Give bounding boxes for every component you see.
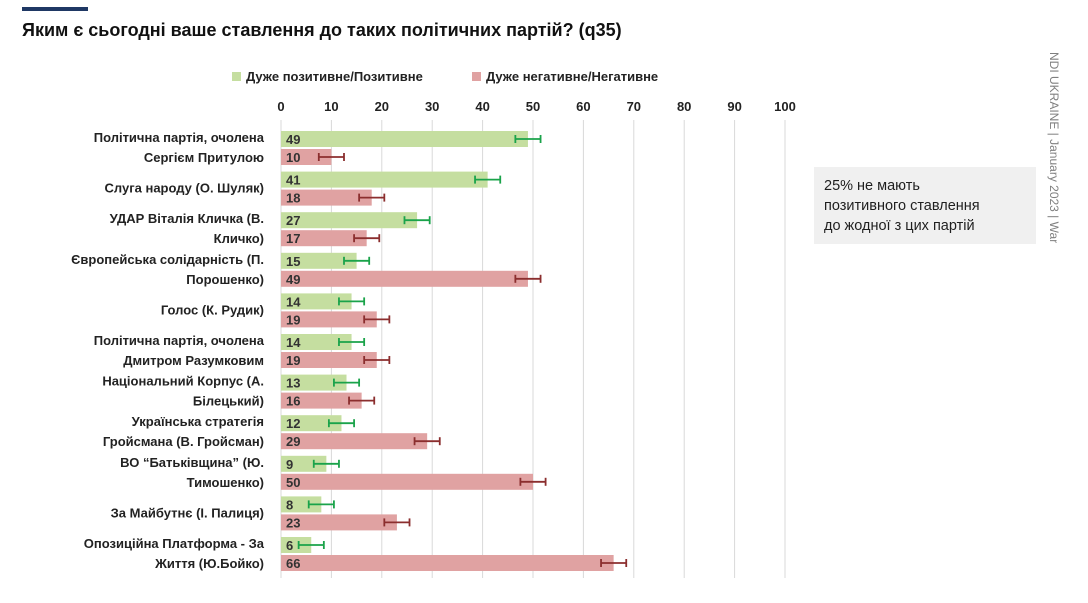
legend-swatch-1	[232, 72, 241, 81]
category-label-10: За Майбутнє (І. Палиця)	[111, 505, 264, 520]
bar-positive-11	[281, 537, 312, 553]
accent-bar	[22, 7, 88, 11]
data-label-positive-8: 12	[286, 416, 300, 431]
callout-box: 25% не мають позитивного ставлення до жо…	[814, 167, 1036, 244]
data-label-positive-11: 6	[286, 538, 293, 553]
bar-negative-5	[281, 311, 377, 328]
category-label-5: Голос (К. Рудик)	[161, 302, 264, 317]
bar-positive-1	[281, 131, 528, 147]
bar-positive-7	[281, 374, 347, 391]
x-tick-label-40: 40	[475, 99, 489, 114]
data-label-positive-9: 9	[286, 457, 293, 472]
bar-negative-10	[281, 514, 397, 531]
callout-line-1: 25% не мають	[824, 178, 920, 194]
data-label-negative-2: 18	[286, 191, 300, 206]
data-label-positive-6: 14	[286, 335, 301, 350]
bar-negative-11	[281, 555, 614, 571]
data-label-positive-5: 14	[286, 294, 301, 309]
x-tick-label-90: 90	[727, 99, 741, 114]
bar-positive-8	[281, 415, 342, 432]
category-label-2: Слуга народу (О. Шуляк)	[105, 181, 264, 196]
bar-negative-9	[281, 473, 533, 490]
x-tick-label-80: 80	[677, 99, 691, 114]
category-label-6: Політична партія, очолена Дмитром Разумко…	[94, 333, 265, 368]
legend-label-2: Дуже негативне/Негативне	[486, 69, 658, 84]
x-tick-label-70: 70	[627, 99, 641, 114]
callout-line-3: до жодної з цих партій	[824, 218, 975, 234]
callout-line-2: позитивного ставлення	[824, 198, 980, 214]
x-tick-label-100: 100	[774, 99, 796, 114]
bar-positive-6	[281, 334, 352, 350]
bar-positive-3	[281, 212, 418, 229]
bar-positive-10	[281, 496, 322, 513]
category-label-7: Національний Корпус (А. Білецький)	[102, 374, 264, 409]
bar-negative-7	[281, 392, 362, 409]
bar-positive-4	[281, 252, 357, 269]
data-label-positive-7: 13	[286, 376, 300, 391]
data-label-negative-7: 16	[286, 394, 300, 409]
legend-label-1: Дуже позитивне/Позитивне	[246, 69, 423, 84]
source-note: NDI UKRAINE | January 2023 | War	[1046, 52, 1076, 282]
category-label-4: Європейська солідарність (П. Порошенко)	[71, 252, 264, 287]
data-label-negative-4: 49	[286, 272, 300, 287]
x-tick-label-50: 50	[526, 99, 540, 114]
bar-positive-9	[281, 455, 327, 472]
bar-positive-2	[281, 171, 488, 188]
data-label-negative-9: 50	[286, 475, 300, 490]
data-label-positive-2: 41	[286, 173, 300, 188]
data-label-negative-6: 19	[286, 353, 300, 368]
bar-positive-5	[281, 293, 352, 310]
x-tick-label-30: 30	[425, 99, 439, 114]
bar-negative-3	[281, 230, 367, 247]
x-tick-label-60: 60	[576, 99, 590, 114]
source-note-text: NDI UKRAINE | January 2023 | War	[1047, 52, 1061, 244]
data-label-negative-11: 66	[286, 556, 300, 571]
x-tick-label-10: 10	[324, 99, 338, 114]
data-label-negative-10: 23	[286, 515, 300, 530]
data-label-positive-1: 49	[286, 132, 300, 147]
category-label-11: Опозиційна Платформа - За Життя (Ю.Бойко)	[84, 536, 265, 571]
data-label-positive-4: 15	[286, 254, 300, 269]
data-label-negative-3: 17	[286, 231, 300, 246]
category-label-8: Українська стратегія Гройсмана (В. Гройсм…	[103, 414, 264, 449]
bar-negative-2	[281, 189, 372, 206]
bar-negative-6	[281, 352, 377, 368]
category-label-1: Політична партія, очолена Сергієм Притуло…	[94, 130, 265, 165]
legend-swatch-2	[472, 72, 481, 81]
x-tick-label-20: 20	[375, 99, 389, 114]
bar-negative-4	[281, 270, 528, 287]
data-label-negative-8: 29	[286, 434, 300, 449]
category-label-9: ВО “Батьківщина” (Ю. Тимошенко)	[120, 455, 264, 490]
bar-chart: Дуже позитивне/Позитивне Дуже негативне/Н…	[71, 69, 796, 578]
category-label-3: УДАР Віталія Кличка (В. Кличко)	[110, 211, 264, 246]
x-tick-label-0: 0	[277, 99, 284, 114]
data-label-negative-5: 19	[286, 312, 300, 327]
page-title: Яким є сьогодні ваше ставлення до таких …	[22, 20, 622, 40]
data-label-positive-3: 27	[286, 213, 300, 228]
data-label-positive-10: 8	[286, 497, 293, 512]
data-label-negative-1: 10	[286, 150, 300, 165]
bar-negative-8	[281, 433, 428, 450]
